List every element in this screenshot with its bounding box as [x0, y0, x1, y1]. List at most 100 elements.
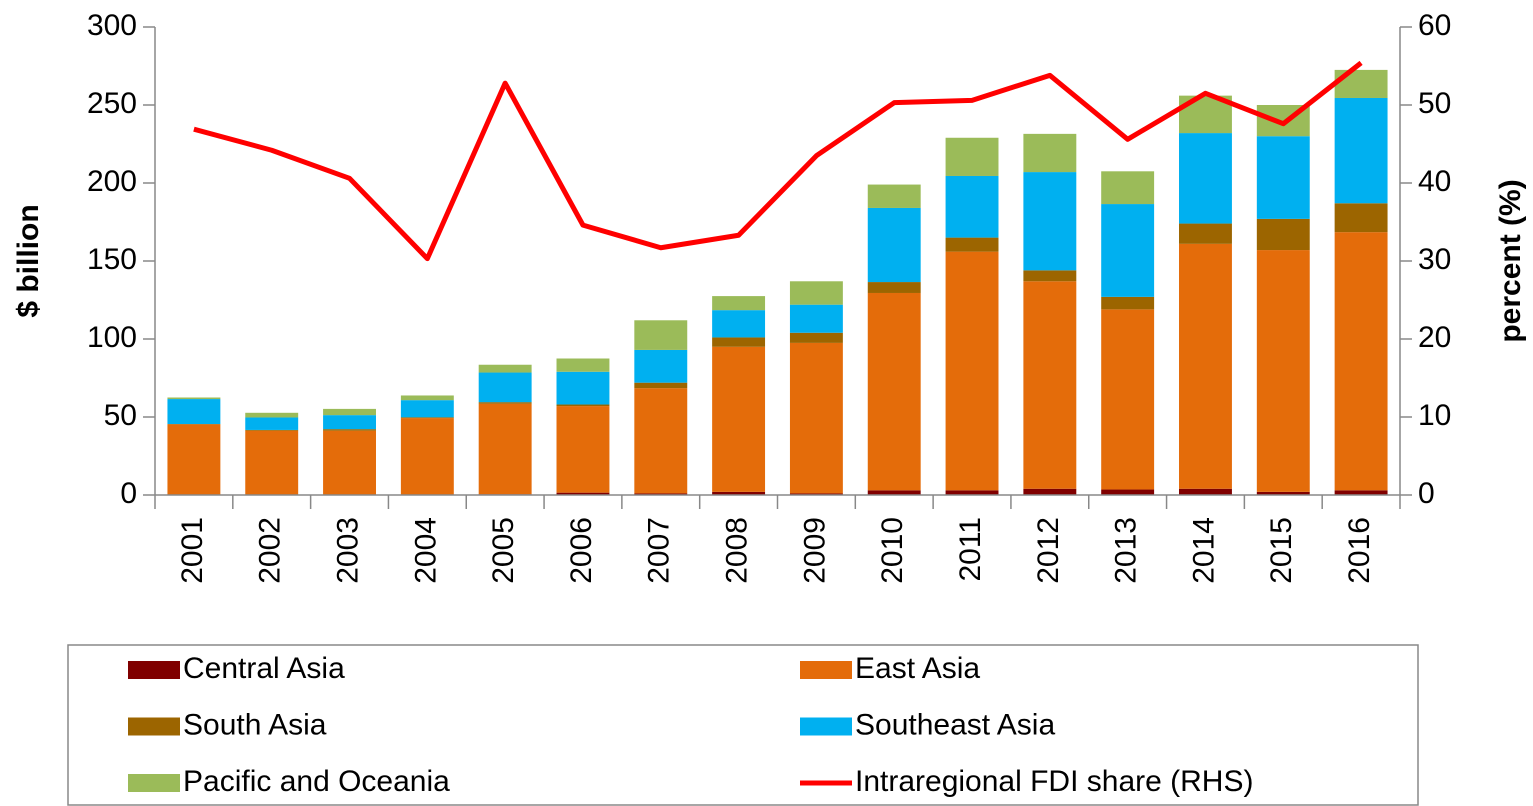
y2-tick-label: 50 [1418, 87, 1451, 120]
bar [867, 184, 921, 208]
x-tick-label: 2013 [1110, 517, 1143, 584]
bar [1256, 136, 1310, 219]
x-tick-label: 2006 [565, 517, 598, 584]
x-tick-label: 2010 [876, 517, 909, 584]
bar [789, 281, 843, 305]
legend-label: East Asia [855, 652, 980, 685]
x-tick-label: 2015 [1265, 517, 1298, 584]
bar [867, 282, 921, 293]
y2-tick-label: 20 [1418, 321, 1451, 354]
legend-label: Pacific and Oceania [183, 765, 450, 798]
bar [1334, 69, 1388, 98]
legend-swatch [128, 717, 180, 736]
bar [167, 399, 221, 425]
y2-tick-label: 0 [1418, 477, 1435, 510]
bar [634, 388, 688, 494]
legend-label: Central Asia [183, 652, 345, 685]
bar [556, 371, 610, 405]
bar [167, 397, 221, 400]
x-tick-label: 2007 [643, 517, 676, 584]
bar [478, 364, 532, 373]
y2-tick-label: 60 [1418, 9, 1451, 42]
bar [556, 492, 610, 495]
bar [634, 320, 688, 350]
bar [1334, 232, 1388, 491]
y-tick-label: 50 [104, 399, 137, 432]
legend-label: Southeast Asia [855, 708, 1055, 741]
x-tick-label: 2004 [409, 517, 442, 584]
bar [1256, 250, 1310, 492]
bar [789, 342, 843, 494]
bar [1334, 203, 1388, 233]
bar [1179, 243, 1232, 489]
bar [945, 175, 999, 238]
bar [945, 137, 999, 176]
bar [1023, 172, 1077, 271]
line [193, 60, 1363, 262]
bar [712, 310, 766, 338]
y2-tick-label: 30 [1418, 243, 1451, 276]
legend-label: South Asia [183, 708, 327, 741]
bar [789, 493, 843, 495]
bar [634, 349, 688, 383]
bar [789, 304, 843, 333]
bar [556, 406, 610, 493]
bar [556, 358, 610, 372]
bar [245, 417, 299, 430]
x-tick-label: 2003 [331, 517, 364, 584]
bar [1023, 270, 1077, 282]
bar [1334, 97, 1388, 204]
bar [867, 207, 921, 283]
y-tick-label: 200 [87, 165, 137, 198]
bar [1334, 490, 1388, 495]
bar [167, 424, 221, 495]
bar [789, 332, 843, 343]
bar [867, 292, 921, 491]
bar [245, 430, 299, 495]
x-tick-label: 2011 [954, 517, 987, 582]
legend-swatch [800, 661, 852, 679]
legend-swatch [128, 661, 180, 679]
bar [1101, 204, 1155, 297]
bar [323, 408, 376, 416]
y-axis-label: $ billion [12, 204, 45, 317]
bar [634, 493, 688, 495]
bar [245, 429, 299, 431]
bar [323, 415, 376, 430]
bar [1101, 309, 1155, 490]
x-tick-label: 2002 [254, 517, 287, 584]
y-tick-label: 150 [87, 243, 137, 276]
x-tick-label: 2001 [176, 517, 209, 584]
x-tick-label: 2016 [1343, 517, 1376, 584]
bar [400, 417, 454, 419]
bar [712, 337, 766, 347]
y-tick-label: 300 [87, 9, 137, 42]
bar [245, 412, 299, 418]
bar [1101, 296, 1155, 310]
bar [478, 372, 532, 403]
bar [478, 402, 532, 404]
bar [400, 395, 454, 401]
bar [1179, 223, 1232, 244]
y2-tick-label: 10 [1418, 399, 1451, 432]
legend-swatch [128, 774, 180, 792]
bar [945, 237, 999, 252]
bar [478, 403, 532, 495]
y-tick-label: 0 [120, 477, 137, 510]
bar [323, 430, 376, 495]
bar [634, 382, 688, 389]
bar [712, 296, 766, 311]
bar [945, 251, 999, 491]
bar [712, 491, 766, 495]
bar [400, 400, 454, 418]
x-tick-label: 2014 [1187, 517, 1220, 584]
y2-tick-label: 40 [1418, 165, 1451, 198]
bar [945, 490, 999, 495]
bar [1023, 281, 1077, 489]
y-tick-label: 250 [87, 87, 137, 120]
bar [1256, 491, 1310, 495]
bar [867, 490, 921, 495]
bar [712, 346, 766, 492]
bar [323, 429, 376, 431]
